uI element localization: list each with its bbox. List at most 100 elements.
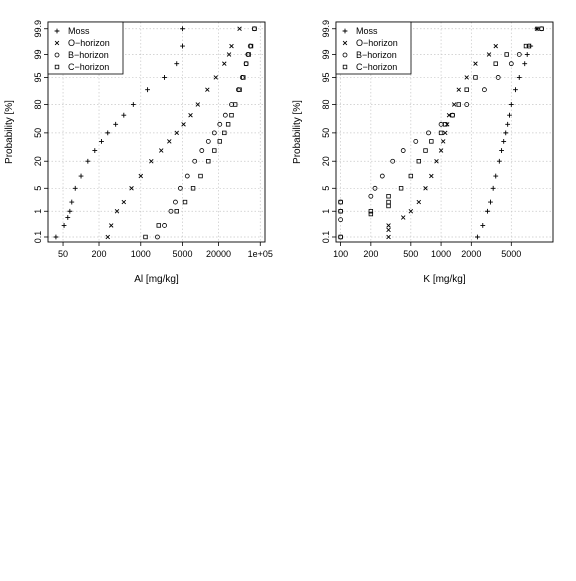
data-point bbox=[386, 199, 391, 205]
data-point bbox=[53, 234, 59, 240]
data-point bbox=[473, 61, 478, 66]
data-point bbox=[338, 209, 343, 214]
data-point bbox=[429, 139, 434, 144]
data-point bbox=[499, 148, 504, 153]
data-point bbox=[243, 61, 249, 66]
data-point bbox=[408, 209, 414, 214]
data-point bbox=[539, 26, 544, 31]
x-tick-label: 20000 bbox=[206, 249, 231, 259]
y-tick-label: 99 bbox=[321, 49, 331, 59]
data-point bbox=[174, 61, 180, 67]
data-point bbox=[156, 223, 161, 228]
data-point bbox=[69, 199, 75, 205]
y-tick-label: 1 bbox=[321, 209, 331, 214]
data-point bbox=[386, 227, 391, 233]
data-point bbox=[372, 185, 378, 191]
data-point bbox=[416, 199, 422, 205]
data-point bbox=[85, 158, 91, 164]
x-tick-label: 1e+05 bbox=[248, 249, 273, 259]
y-tick-label: 99 bbox=[33, 49, 43, 59]
x-axis-title: K [mg/kg] bbox=[423, 274, 465, 285]
data-point bbox=[426, 130, 431, 136]
data-point bbox=[182, 199, 188, 205]
x-axis-title: Al [mg/kg] bbox=[134, 274, 179, 285]
series-2 bbox=[105, 26, 242, 240]
data-point bbox=[516, 75, 522, 80]
data-point bbox=[379, 173, 385, 179]
data-point bbox=[400, 215, 406, 220]
data-point bbox=[129, 186, 134, 191]
data-point bbox=[177, 185, 183, 191]
data-point bbox=[130, 102, 136, 107]
data-point bbox=[523, 43, 529, 49]
data-point bbox=[338, 199, 343, 205]
data-point bbox=[513, 87, 518, 93]
y-tick-label: 99.9 bbox=[321, 20, 331, 38]
legend-label: O−horizon bbox=[68, 38, 110, 48]
data-point bbox=[232, 102, 238, 107]
data-point bbox=[522, 61, 528, 67]
legend: Moss O−horizon B−horizon C−horizon bbox=[47, 21, 124, 75]
series-1 bbox=[53, 26, 185, 240]
data-point bbox=[145, 87, 150, 93]
data-point bbox=[188, 112, 193, 118]
series-4 bbox=[143, 26, 257, 240]
data-point bbox=[495, 75, 501, 80]
data-point bbox=[222, 130, 227, 136]
data-point bbox=[368, 193, 374, 199]
legend-label: Moss bbox=[356, 26, 378, 36]
plot-frame bbox=[47, 21, 266, 243]
data-point bbox=[105, 130, 111, 136]
y-tick-label: 80 bbox=[33, 100, 43, 110]
data-point bbox=[416, 159, 421, 164]
x-tick-label: 200 bbox=[363, 249, 378, 259]
data-point bbox=[138, 173, 144, 179]
y-tick-label: 99.9 bbox=[33, 20, 43, 38]
data-point bbox=[162, 223, 167, 228]
data-point bbox=[229, 113, 234, 118]
data-point bbox=[338, 234, 343, 240]
series-4 bbox=[338, 26, 544, 240]
data-point bbox=[105, 234, 110, 240]
data-point bbox=[493, 43, 498, 49]
data-point bbox=[443, 122, 448, 127]
data-point bbox=[72, 185, 78, 191]
y-tick-label: 50 bbox=[33, 128, 43, 138]
data-point bbox=[386, 194, 391, 199]
data-point bbox=[195, 102, 201, 107]
data-point bbox=[167, 139, 172, 144]
data-point bbox=[423, 148, 428, 153]
x-tick-label: 1000 bbox=[131, 249, 151, 259]
y-tick-label: 20 bbox=[33, 156, 43, 166]
data-point bbox=[438, 130, 444, 136]
y-tick-label: 20 bbox=[321, 156, 331, 166]
legend-label: C−horizon bbox=[68, 62, 109, 72]
data-point bbox=[226, 52, 232, 57]
data-point bbox=[113, 121, 119, 127]
data-point bbox=[482, 87, 487, 93]
chart-panel-2: 100 200 500 1000 2000 5000 0.1 1 5 20 50 80 95 99 99.9… bbox=[292, 20, 554, 285]
data-point bbox=[92, 148, 98, 153]
data-point bbox=[496, 158, 502, 164]
data-point bbox=[99, 139, 104, 144]
data-point bbox=[386, 234, 391, 240]
data-point bbox=[398, 186, 404, 191]
legend-box bbox=[335, 21, 412, 75]
data-point bbox=[192, 158, 198, 164]
data-point bbox=[229, 43, 234, 49]
data-point bbox=[473, 75, 478, 80]
y-tick-label: 95 bbox=[321, 72, 331, 82]
y-tick-label: 1 bbox=[33, 209, 43, 214]
legend-label: O−horizon bbox=[356, 38, 398, 48]
x-tick-label: 5000 bbox=[173, 249, 193, 259]
data-point bbox=[408, 173, 414, 179]
data-point bbox=[181, 122, 186, 127]
data-point bbox=[222, 61, 227, 66]
legend-entry: Moss bbox=[54, 26, 90, 36]
data-point bbox=[485, 208, 490, 214]
data-point bbox=[423, 186, 428, 191]
data-point bbox=[524, 52, 530, 57]
data-point bbox=[368, 209, 374, 214]
series-1 bbox=[475, 26, 540, 240]
data-point bbox=[205, 139, 211, 144]
